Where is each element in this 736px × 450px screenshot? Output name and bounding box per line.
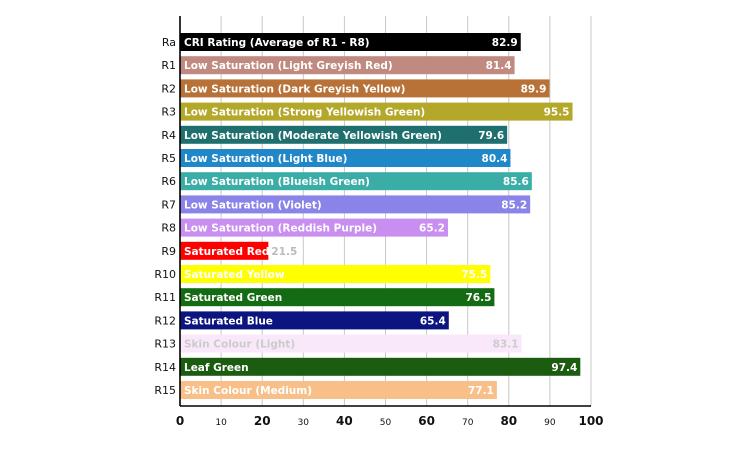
value-label-R12: 65.4 [420,315,446,327]
value-label-R8: 65.2 [419,223,445,235]
axes [179,16,591,407]
bar-R8 [180,218,448,237]
bar-label-R14: Leaf Green [184,362,249,374]
x-tick-20: 20 [254,414,271,428]
bar-R2 [180,79,550,98]
bar-label-R2: Low Saturation (Dark Greyish Yellow) [184,83,405,95]
bar-row-R8: Low Saturation (Reddish Purple) 65.2 [180,218,448,237]
bar-row-R11: Saturated Green 76.5 [180,288,495,307]
bar-label-R6: Low Saturation (Blueish Green) [184,176,370,188]
value-label-Ra: 82.9 [492,37,518,49]
category-label-R15: R15 [154,384,176,397]
x-tick-30: 30 [298,418,310,428]
x-tick-10: 10 [215,418,227,428]
bars: CRI Rating (Average of R1 - R8) 82.9 Low S… [180,33,581,399]
value-label-R9: 21.5 [271,246,297,258]
x-tick-60: 60 [418,414,435,428]
bar-R10 [180,265,491,283]
category-label-R9: R9 [161,245,176,258]
category-label-R7: R7 [161,198,176,211]
x-tick-40: 40 [336,414,353,428]
bar-row-R6: Low Saturation (Blueish Green) 85.6 [180,172,532,191]
bar-label-R1: Low Saturation (Light Greyish Red) [184,60,393,72]
x-tick-labels: 0 10 20 30 40 50 60 70 80 90 100 [176,414,604,428]
bar-label-R5: Low Saturation (Light Blue) [184,153,347,165]
category-label-R5: R5 [161,152,176,165]
x-tick-70: 70 [462,418,474,428]
value-label-R6: 85.6 [503,176,529,188]
bar-row-R3: Low Saturation (Strong Yellowish Green) 9… [180,102,573,121]
category-label-R8: R8 [161,222,176,235]
bar-row-R5: Low Saturation (Light Blue) 80.4 [180,149,511,167]
x-tick-100: 100 [578,414,603,428]
value-label-R1: 81.4 [486,60,512,72]
category-label-R13: R13 [154,338,176,351]
bar-R15 [180,381,497,399]
bar-row-R1: Low Saturation (Light Greyish Red) 81.4 [180,56,515,75]
bar-R12 [180,311,449,330]
bar-row-R12: Saturated Blue 65.4 [180,311,449,330]
bar-label-R13: Skin Colour (Light) [184,339,295,351]
value-label-R2: 89.9 [521,83,547,95]
bar-row-R10: Saturated Yellow 75.5 [180,265,491,283]
bar-R3 [180,102,573,121]
category-label-R11: R11 [154,291,176,304]
value-label-R14: 97.4 [551,362,577,374]
category-label-R2: R2 [161,82,176,95]
x-tick-90: 90 [544,418,556,428]
bar-label-Ra: CRI Rating (Average of R1 - R8) [184,37,370,49]
bar-R4 [180,125,508,144]
category-label-R6: R6 [161,175,176,188]
bar-R6 [180,172,532,191]
value-label-R4: 79.6 [478,130,504,142]
bar-R7 [180,195,531,214]
bar-row-R2: Low Saturation (Dark Greyish Yellow) 89.9 [180,79,550,98]
bar-R9 [180,241,269,260]
bar-R14 [180,357,581,376]
bar-label-R4: Low Saturation (Moderate Yellowish Green… [184,130,442,142]
category-label-R10: R10 [154,268,176,281]
bar-label-R15: Skin Colour (Medium) [184,385,312,397]
bar-label-R3: Low Saturation (Strong Yellowish Green) [184,107,425,119]
bar-label-R12: Saturated Blue [184,315,273,327]
category-label-R1: R1 [161,59,176,72]
category-label-R12: R12 [154,314,176,327]
bar-R5 [180,149,511,167]
bar-R11 [180,288,495,307]
value-label-R10: 75.5 [461,269,487,281]
category-label-Ra: Ra [162,36,176,49]
category-label-R4: R4 [161,129,176,142]
bar-row-R4: Low Saturation (Moderate Yellowish Green… [180,125,508,144]
value-label-R5: 80.4 [482,153,508,165]
bar-label-R9: Saturated Red [184,246,269,258]
bar-label-R10: Saturated Yellow [184,269,285,281]
bar-Ra [180,33,521,51]
bar-label-R8: Low Saturation (Reddish Purple) [184,223,377,235]
bar-row-R14: Leaf Green 97.4 [180,357,581,376]
bar-R1 [180,56,515,75]
bar-label-R11: Saturated Green [184,292,282,304]
bar-R13 [180,334,522,353]
value-label-R7: 85.2 [501,199,527,211]
value-label-R13: 83.1 [493,339,519,351]
bar-row-R7: Low Saturation (Violet) 85.2 [180,195,531,214]
bar-label-R7: Low Saturation (Violet) [184,199,322,211]
bar-row-R15: Skin Colour (Medium) 77.1 [180,381,497,399]
x-tick-0: 0 [176,414,184,428]
category-label-R3: R3 [161,106,176,119]
x-tick-80: 80 [500,414,517,428]
bar-row-R13: Skin Colour (Light) 83.1 [180,334,522,353]
x-tick-50: 50 [380,418,392,428]
category-label-R14: R14 [154,361,176,374]
value-label-R3: 95.5 [544,107,570,119]
value-label-R15: 77.1 [468,385,494,397]
bar-row-Ra: CRI Rating (Average of R1 - R8) 82.9 [180,33,521,51]
row-labels: Ra R1 R2 R3 R4 R5 R6 R7 R8 R9 R10 R11 R12 R13 R14 R15 [154,36,176,397]
bar-row-R9: Saturated Red 21.5 [180,241,297,260]
value-label-R11: 76.5 [465,292,491,304]
